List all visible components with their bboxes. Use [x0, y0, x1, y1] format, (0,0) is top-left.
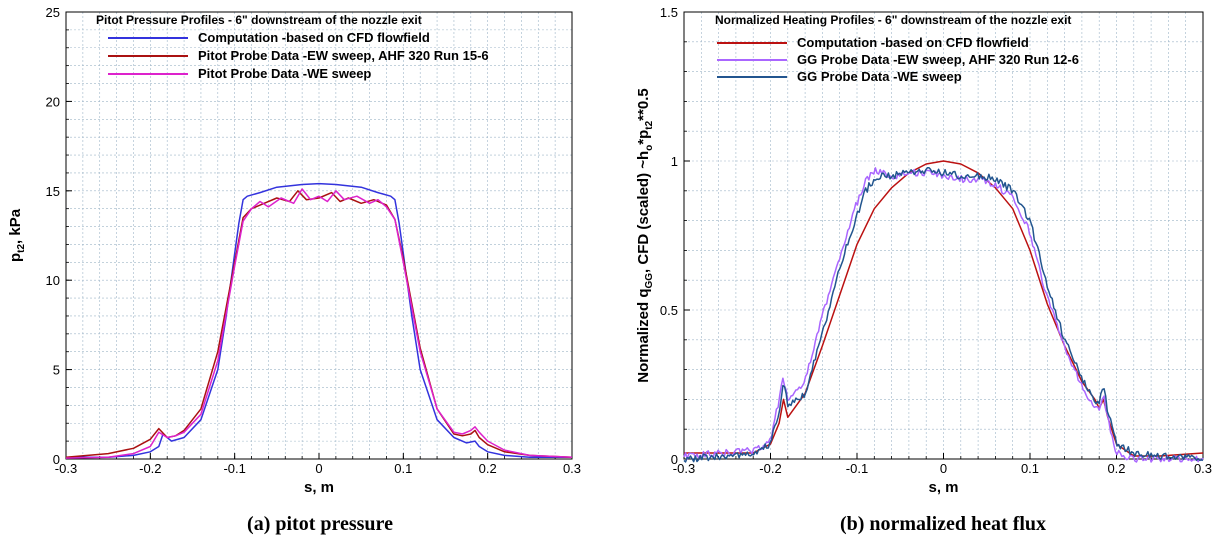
y-tick-label: 1: [671, 154, 678, 169]
chart-title: Normalized Heating Profiles - 6" downstr…: [715, 13, 1071, 27]
series-line: [683, 166, 1204, 463]
chart-title: Pitot Pressure Profiles - 6" downstream …: [96, 13, 422, 27]
x-axis-label: s, m: [928, 479, 958, 496]
legend-label: Pitot Probe Data -WE sweep: [198, 66, 371, 81]
x-tick-label: -0.3: [673, 461, 695, 476]
y-axis-label-part: *p: [635, 130, 652, 145]
y-tick-label: 1.5: [660, 5, 678, 20]
figure-caption: (b) normalized heat flux: [840, 513, 1046, 535]
x-tick-label: 0.1: [394, 461, 412, 476]
y-axis-label: pt2, kPa: [7, 208, 27, 262]
y-tick-label: 0.5: [660, 303, 678, 318]
tick-marks: -0.3 -0.2 -0.1 0 0.1 0.2 0.3 0 5 10 15 20 25: [46, 5, 582, 476]
grid: [66, 12, 572, 459]
y-tick-label: 10: [46, 273, 60, 288]
heating-profile-chart: -0.3 -0.2 -0.1 0 0.1 0.2 0.3 0 0.5 1 1.5 Normalize…: [635, 5, 1212, 535]
y-axis-label-sub: t2: [16, 244, 27, 253]
x-tick-label: 0.3: [1194, 461, 1212, 476]
x-tick-label: 0.2: [1107, 461, 1125, 476]
legend-label: GG Probe Data -WE sweep: [797, 69, 962, 84]
y-axis-label-sub: GG: [644, 273, 655, 289]
legend-label: Pitot Probe Data -EW sweep, AHF 320 Run …: [198, 48, 489, 63]
series-line: [66, 182, 572, 458]
legend-label: GG Probe Data -EW sweep, AHF 320 Run 12-…: [797, 52, 1079, 67]
y-tick-label: 0: [53, 452, 60, 467]
y-tick-label: 20: [46, 94, 60, 109]
x-tick-label: 0.2: [479, 461, 497, 476]
series-line: [65, 188, 573, 459]
x-axis-label: s, m: [304, 479, 334, 496]
x-tick-label: 0: [315, 461, 322, 476]
y-axis-label-part: **0.5: [635, 88, 652, 121]
y-axis-label-part: , CFD (scaled) ~h: [635, 151, 652, 273]
x-tick-label: -0.1: [223, 461, 245, 476]
legend: Computation -based on CFD flowfield Pitot…: [108, 30, 489, 81]
y-tick-label: 25: [46, 5, 60, 20]
y-axis-label-part: Normalized q: [635, 289, 652, 383]
legend: Computation -based on CFD flowfield GG Pr…: [717, 35, 1079, 84]
tick-marks: -0.3 -0.2 -0.1 0 0.1 0.2 0.3 0 0.5 1 1.5: [660, 5, 1212, 476]
y-axis-label-sub: t2: [644, 120, 655, 129]
series-line: [684, 160, 1204, 457]
x-tick-label: 0.1: [1021, 461, 1039, 476]
y-tick-label: 5: [53, 363, 60, 378]
x-tick-label: -0.3: [55, 461, 77, 476]
y-tick-label: 0: [671, 452, 678, 467]
y-axis-label: Normalized qGG, CFD (scaled) ~ho*pt2**0.…: [635, 88, 655, 382]
x-tick-label: -0.1: [846, 461, 868, 476]
y-axis-label-rest: , kPa: [7, 208, 24, 244]
series-layer: [683, 160, 1204, 463]
y-axis-label-sub: o: [644, 145, 655, 151]
legend-label: Computation -based on CFD flowfield: [797, 35, 1029, 50]
figure-caption: (a) pitot pressure: [247, 513, 393, 535]
y-tick-label: 15: [46, 184, 60, 199]
x-tick-label: 0: [940, 461, 947, 476]
x-tick-label: -0.2: [139, 461, 161, 476]
x-tick-label: -0.2: [759, 461, 781, 476]
y-axis-label-main: p: [7, 253, 24, 262]
legend-label: Computation -based on CFD flowfield: [198, 30, 430, 45]
pitot-pressure-chart: -0.3 -0.2 -0.1 0 0.1 0.2 0.3 0 5 10 15 20 25 Pitot P…: [7, 5, 581, 535]
x-tick-label: 0.3: [563, 461, 581, 476]
series-layer: [65, 182, 573, 459]
